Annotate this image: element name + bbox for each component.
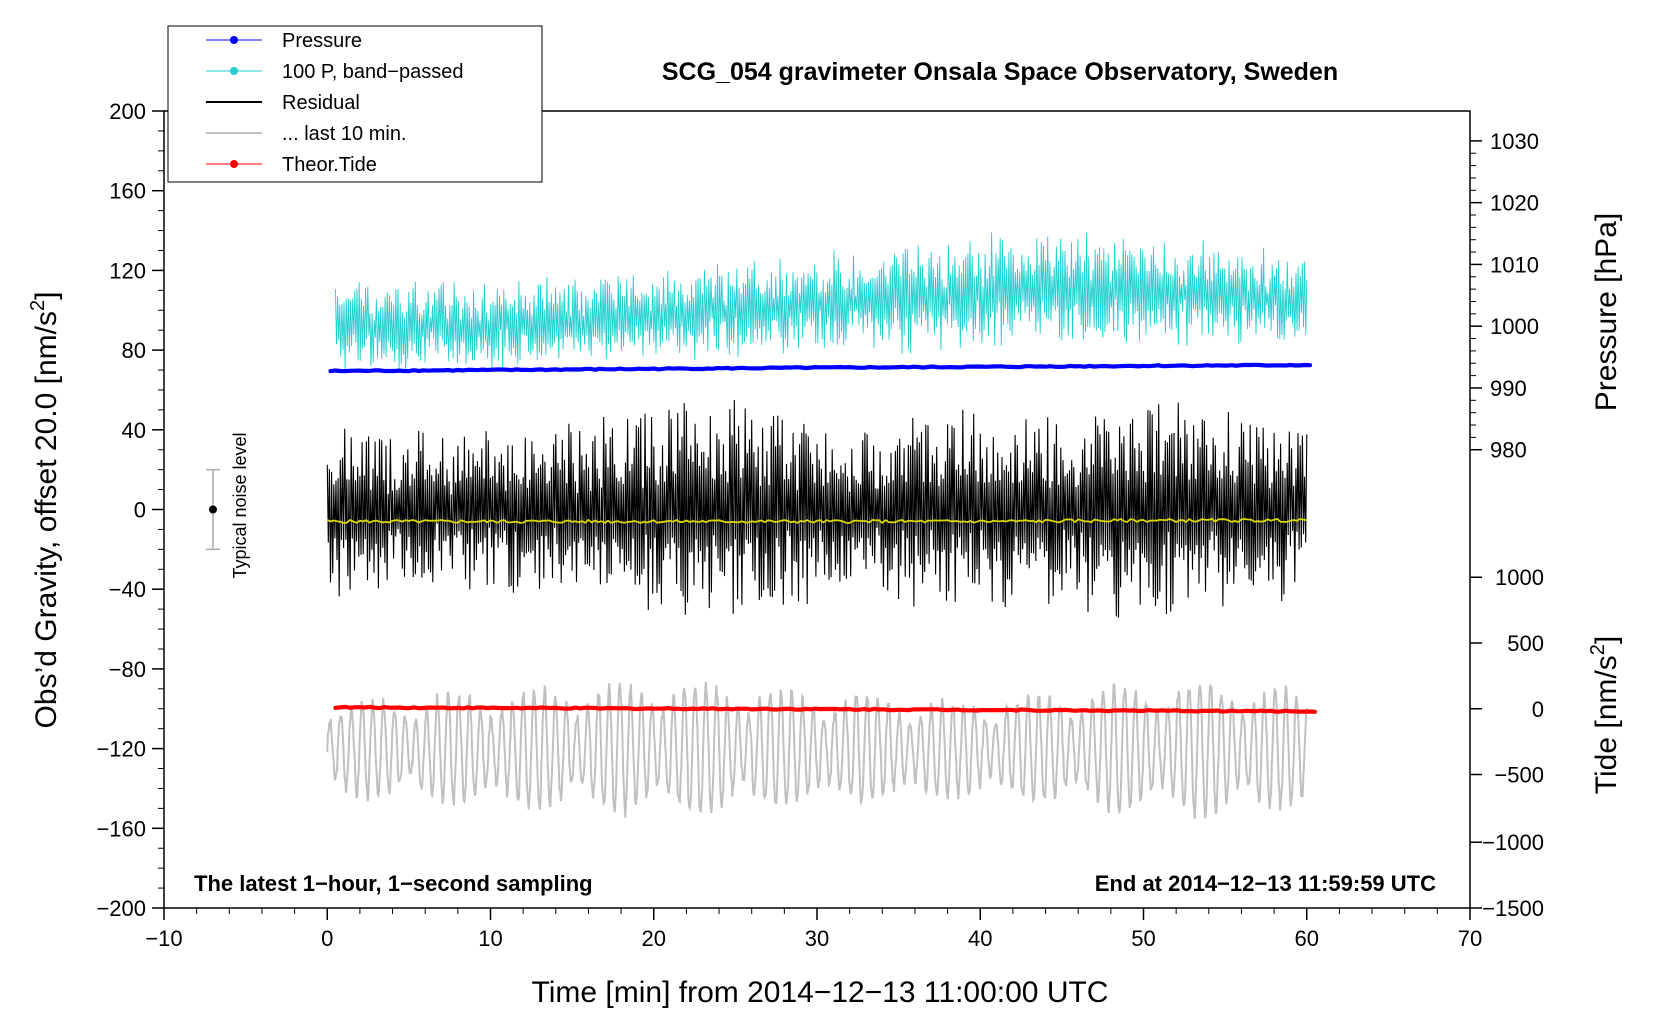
annotation-end-time: End at 2014−12−13 11:59:59 UTC: [1095, 871, 1436, 896]
axes-layer: −10 0 10 20 30 40 50 60 7020016012080400−40−80−1…: [96, 99, 1544, 951]
y-tick-label: 160: [109, 179, 146, 204]
legend-items: Pressure 100 P, band−passed Residual ... la…: [206, 30, 463, 176]
pressure-tick-label: 1010: [1490, 252, 1539, 277]
y-tick-label: 120: [109, 258, 146, 283]
y-axis-label-gravity-main: Obs’d Gravity, offset 20.0 [nm/s: [30, 311, 63, 728]
y-tick-label: −40: [109, 577, 146, 602]
y-axis-label-tide-end: ]: [1590, 636, 1623, 644]
y-axis-label-tide: Tide [nm/s2]: [1587, 636, 1623, 794]
y-tick-label: 0: [134, 498, 146, 523]
y-tick-label: −120: [96, 737, 146, 762]
y-axis-label-gravity-sup: 2: [27, 300, 49, 311]
legend-label: 100 P, band−passed: [282, 61, 463, 83]
series-residual: [326, 400, 1308, 618]
pressure-tick-label: 980: [1490, 438, 1527, 463]
pressure-tick-label: 1000: [1490, 314, 1539, 339]
tide-tick-label: 500: [1507, 631, 1544, 656]
series-residual-smoothed: [326, 517, 1307, 525]
pressure-tick-label: 1020: [1490, 191, 1539, 216]
y-tick-label: −160: [96, 816, 146, 841]
x-tick-label: −10: [145, 926, 182, 951]
tide-tick-label: 1000: [1495, 565, 1544, 590]
legend-entry-pressure: Pressure: [206, 30, 362, 52]
pressure-tick-label: 1030: [1490, 129, 1539, 154]
x-tick-label: 50: [1131, 926, 1155, 951]
tide-tick-label: −500: [1494, 763, 1544, 788]
legend-entry-theor-tide: Theor.Tide: [206, 154, 377, 176]
legend-label: ... last 10 min.: [282, 123, 407, 145]
series-last-10-min: [326, 681, 1308, 819]
pressure-tick-label: 990: [1490, 376, 1527, 401]
y-axis-label-tide-sup: 2: [1587, 644, 1609, 655]
y-tick-label: 80: [122, 338, 146, 363]
y-axis-label-tide-main: Tide [nm/s: [1590, 655, 1623, 794]
series-pressure: [328, 362, 1313, 374]
x-tick-label: 20: [642, 926, 666, 951]
tide-tick-label: −1500: [1482, 896, 1544, 921]
y-axis-label-gravity-end: ]: [30, 292, 63, 300]
legend-box: [167, 25, 543, 183]
series-theor-tide: [333, 704, 1318, 714]
tide-tick-label: −1000: [1482, 830, 1544, 855]
legend-swatch-marker: [230, 67, 238, 75]
y-axis-label-pressure: Pressure [hPa]: [1590, 213, 1623, 411]
y-tick-label: 40: [122, 418, 146, 443]
legend: Pressure 100 P, band−passed Residual ... la…: [167, 25, 543, 183]
series-layer: [326, 232, 1318, 819]
x-axis-label: Time [min] from 2014−12−13 11:00:00 UTC: [532, 976, 1109, 1009]
series-100-p-band-passed: [334, 232, 1308, 373]
x-tick-label: 0: [321, 926, 333, 951]
noise-level-label: Typical noise level: [230, 432, 250, 578]
y-tick-label: −80: [109, 657, 146, 682]
x-tick-label: 70: [1458, 926, 1482, 951]
x-tick-label: 30: [805, 926, 829, 951]
x-tick-label: 60: [1295, 926, 1319, 951]
noise-bar-group: Typical noise level: [205, 432, 250, 579]
legend-label: Pressure: [282, 30, 362, 52]
legend-label: Residual: [282, 92, 360, 114]
legend-label: Theor.Tide: [282, 154, 377, 176]
y-tick-label: 200: [109, 99, 146, 124]
legend-swatch-marker: [230, 160, 238, 168]
y-tick-label: −200: [96, 896, 146, 921]
y-axis-label-gravity: Obs’d Gravity, offset 20.0 [nm/s2]: [27, 292, 63, 729]
legend-swatch-marker: [230, 36, 238, 44]
chart-title: SCG_054 gravimeter Onsala Space Observat…: [662, 58, 1338, 86]
x-tick-label: 40: [968, 926, 992, 951]
annotation-sampling: The latest 1−hour, 1−second sampling: [194, 871, 593, 896]
x-tick-label: 10: [478, 926, 502, 951]
legend-entry-residual: Residual: [206, 92, 360, 114]
tide-tick-label: 0: [1532, 697, 1544, 722]
legend-entry-last-10-min: ... last 10 min.: [206, 123, 407, 145]
noise-bar-dot: [208, 505, 217, 514]
legend-entry-100-p-band-passed: 100 P, band−passed: [206, 61, 463, 83]
